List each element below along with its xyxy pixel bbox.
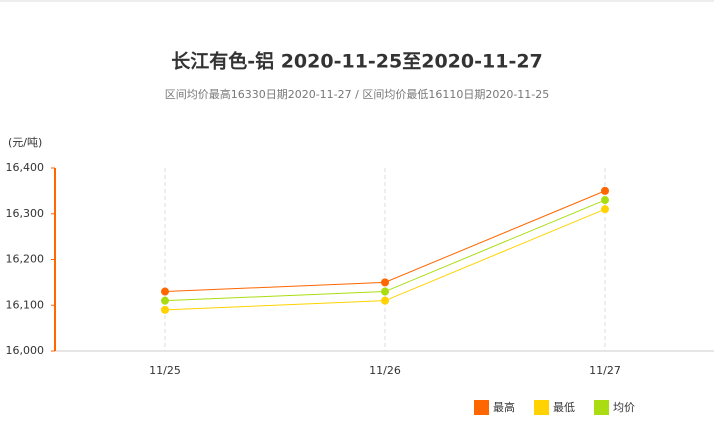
chart-subtitle: 区间均价最高16330日期2020-11-27 / 区间均价最低16110日期2… xyxy=(165,87,550,101)
data-point xyxy=(601,196,609,205)
legend-swatch xyxy=(534,400,549,415)
data-point xyxy=(161,296,169,305)
y-tick-label: 16,100 xyxy=(6,298,45,311)
legend-label: 最高 xyxy=(493,400,515,414)
y-tick-label: 16,000 xyxy=(6,344,45,357)
data-point xyxy=(381,296,389,305)
x-tick-label: 11/26 xyxy=(369,364,401,377)
y-tick-label: 16,300 xyxy=(6,207,45,220)
y-tick-label: 16,400 xyxy=(6,161,45,174)
y-tick-label: 16,200 xyxy=(6,253,45,266)
data-point xyxy=(381,287,389,296)
data-point xyxy=(381,278,389,287)
y-axis-label: (元/吨) xyxy=(8,136,42,149)
chart-title: 长江有色-铝 2020-11-25至2020-11-27 xyxy=(171,50,543,73)
legend-swatch xyxy=(594,400,609,415)
legend-label: 最低 xyxy=(553,401,575,414)
data-point xyxy=(161,305,169,314)
data-point xyxy=(161,287,169,296)
legend-swatch xyxy=(474,400,489,415)
data-point xyxy=(601,186,609,195)
data-point xyxy=(601,205,609,214)
x-tick-label: 11/27 xyxy=(589,364,621,377)
x-tick-label: 11/25 xyxy=(149,364,181,377)
legend-label: 均价 xyxy=(613,401,635,414)
